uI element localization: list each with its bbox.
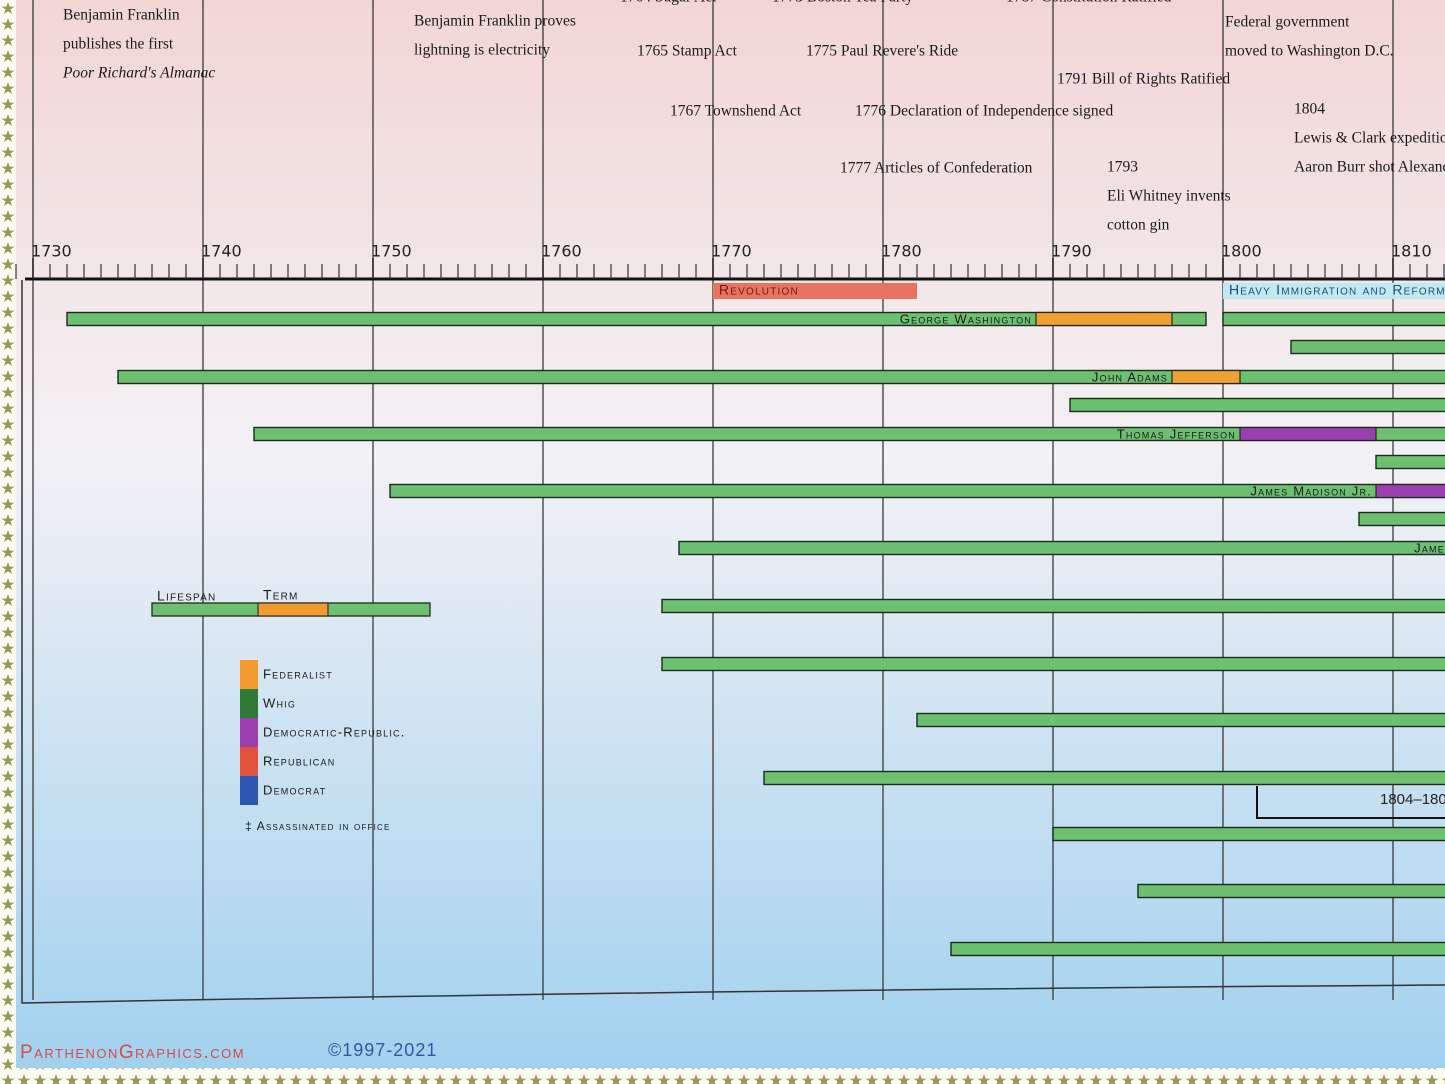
lifespan-bar	[389, 483, 1445, 499]
period-bar	[713, 283, 917, 299]
star-border	[0, 1068, 1445, 1084]
lifespan-bar	[916, 712, 1445, 728]
legend-label: Democrat	[263, 782, 326, 797]
lifespan-bar	[950, 941, 1445, 957]
lifespan-bar	[661, 656, 1445, 672]
legend-swatch	[240, 689, 258, 718]
event-text: Benjamin Franklin	[63, 7, 180, 24]
star-border	[0, 0, 16, 1084]
term-bar	[1239, 426, 1377, 442]
president-label: James Monroe	[1414, 540, 1445, 555]
lifespan-bar	[1290, 339, 1445, 355]
x-tick-label: 1780	[881, 242, 922, 261]
term-bar	[1171, 369, 1241, 385]
period-bar	[1223, 283, 1445, 299]
event-text: 1787 Constitution Ratified	[1006, 0, 1172, 6]
lifespan-bar	[661, 598, 1445, 614]
lifespan-bar	[1137, 883, 1445, 899]
event-text: Aaron Burr shot Alexander Hamilton	[1294, 159, 1445, 176]
event-text: 1777 Articles of Confederation	[840, 160, 1033, 177]
lifespan-bar	[1375, 454, 1445, 470]
event-text: 1767 Townshend Act	[670, 103, 802, 120]
footer-copyright: ©1997-2021	[328, 1040, 437, 1060]
event-text: 1776 Declaration of Independence signed	[855, 103, 1113, 120]
x-tick-label: 1810	[1391, 242, 1432, 261]
event-text: Poor Richard's Almanac	[62, 65, 215, 82]
lifespan-bar	[1052, 826, 1445, 842]
term-bar	[1375, 483, 1445, 499]
legend-swatch	[240, 747, 258, 776]
lifespan-bar	[678, 540, 1445, 556]
event-text: 1800	[1225, 0, 1256, 2]
president-label: George Washington	[900, 311, 1032, 326]
event-text: lightning is electricity	[414, 42, 550, 59]
legend-label: Democratic-Republic.	[263, 724, 406, 739]
president-label: James Madison Jr.	[1250, 483, 1372, 498]
lifespan-bar	[1358, 511, 1445, 527]
event-text: 1764 Sugar Act	[620, 0, 717, 6]
lifespan-bar	[66, 311, 1207, 327]
event-text: moved to Washington D.C.	[1225, 43, 1394, 60]
period-label: Revolution	[719, 282, 799, 298]
event-text: 1765 Stamp Act	[637, 43, 738, 60]
legend-note: ‡ Assassinated in office	[245, 819, 391, 833]
layer: 1730 1740 1750 1760 1770 1780 1790 1800 1810 Revo…	[15, 0, 1445, 957]
event-text: Lewis & Clark expedition	[1294, 130, 1445, 147]
event-text: Eli Whitney invents	[1107, 188, 1231, 205]
lifespan-bar	[253, 426, 1445, 442]
bracket	[1256, 786, 1445, 819]
x-tick-label: 1750	[371, 242, 412, 261]
legend-term-bar	[257, 602, 329, 617]
legend-swatch	[240, 776, 258, 805]
x-tick-label: 1790	[1051, 242, 1092, 261]
x-tick-label: 1740	[201, 242, 242, 261]
footer-site: ParthenonGraphics.com	[20, 1042, 245, 1063]
legend-lifespan: Lifespan	[157, 588, 216, 604]
legend-swatch	[240, 660, 258, 689]
president-label: Thomas Jefferson	[1117, 426, 1236, 441]
event-text: cotton gin	[1107, 217, 1170, 234]
x-tick-label: 1730	[31, 242, 72, 261]
event-text: 1793	[1107, 159, 1138, 176]
lifespan-bar	[117, 369, 1445, 385]
period-label: Heavy Immigration and Reform	[1229, 282, 1445, 298]
legend-term: Term	[263, 587, 299, 603]
legend-swatch	[240, 718, 258, 747]
event-text: 1775 Paul Revere's Ride	[806, 43, 958, 60]
legend-label: Federalist	[263, 666, 333, 681]
term-bar	[1035, 311, 1173, 327]
event-text: 1773 Boston Tea Party	[772, 0, 913, 6]
event-text: 1791 Bill of Rights Ratified	[1057, 71, 1230, 88]
lifespan-bar	[763, 770, 1445, 786]
event-text: Benjamin Franklin proves	[414, 13, 576, 30]
event-text: 1804	[1294, 101, 1325, 118]
x-tick-label: 1770	[711, 242, 752, 261]
plot-border	[21, 280, 1445, 1004]
x-tick-label: 1800	[1221, 242, 1262, 261]
x-tick-label: 1760	[541, 242, 582, 261]
lifespan-bar	[1069, 397, 1445, 413]
legend-label: Republican	[263, 753, 335, 768]
event-text: Federal government	[1225, 14, 1350, 31]
president-label: John Adams	[1092, 369, 1168, 384]
bracket-label: 1804–1806	[1380, 791, 1445, 808]
legend-label: Whig	[263, 695, 296, 710]
lifespan-bar	[1222, 311, 1445, 327]
event-text: publishes the first	[63, 36, 174, 53]
